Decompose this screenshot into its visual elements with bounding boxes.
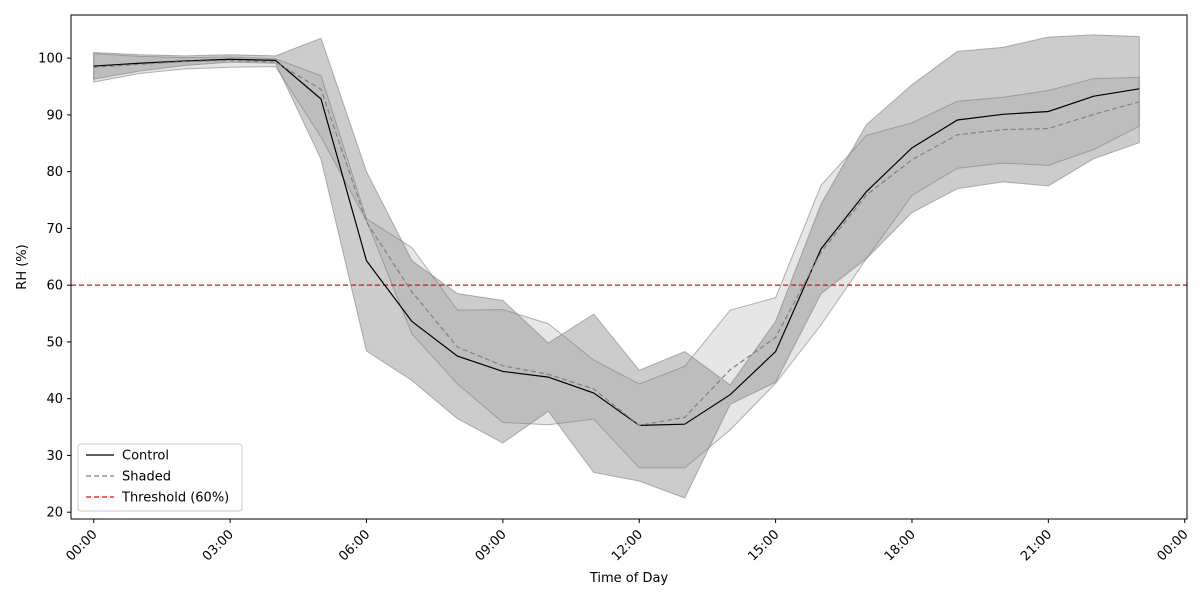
x-axis-label: Time of Day (589, 571, 669, 586)
confidence-bands (93, 34, 1140, 499)
y-axis-label: RH (%) (15, 244, 30, 289)
x-tick-label: 06:00 (336, 527, 373, 564)
x-tick-label: 15:00 (745, 527, 782, 564)
x-tick-label: 21:00 (1018, 527, 1055, 564)
band-shaded (93, 53, 1140, 469)
band-control (93, 34, 1140, 499)
series-lines (93, 58, 1140, 426)
x-tick-label: 12:00 (609, 527, 646, 564)
x-tick-label: 03:00 (200, 527, 237, 564)
y-tick-label: 30 (46, 449, 63, 464)
y-tick-label: 40 (46, 392, 63, 407)
legend-entry-label: Shaded (122, 470, 171, 485)
y-tick-label: 50 (46, 335, 63, 350)
y-tick-label: 100 (38, 52, 63, 67)
x-tick-label: 00:00 (1154, 527, 1191, 564)
x-axis-ticks: 00:00 03:00 06:00 09:00 12:00 15:00 18:00 21:00… (63, 519, 1192, 564)
plot-frame (70, 14, 1188, 520)
y-tick-label: 90 (46, 108, 63, 123)
legend-box (77, 443, 243, 512)
y-tick-label: 20 (46, 506, 63, 521)
series-line-control (93, 58, 1140, 426)
x-tick-label: 00:00 (63, 527, 100, 564)
x-tick-label: 09:00 (473, 527, 510, 564)
series-line-shaded (93, 59, 1140, 426)
legend-entry-label: Threshold (60%) (121, 491, 229, 506)
y-tick-label: 60 (46, 279, 63, 294)
legend: Control Shaded Threshold (60%) (77, 443, 243, 512)
x-tick-label: 18:00 (882, 527, 919, 564)
y-tick-label: 80 (46, 165, 63, 180)
legend-entry-label: Control (122, 449, 169, 464)
y-axis-ticks: 20 30 40 50 60 70 80 90 100 (38, 52, 71, 521)
y-tick-label: 70 (46, 222, 63, 237)
